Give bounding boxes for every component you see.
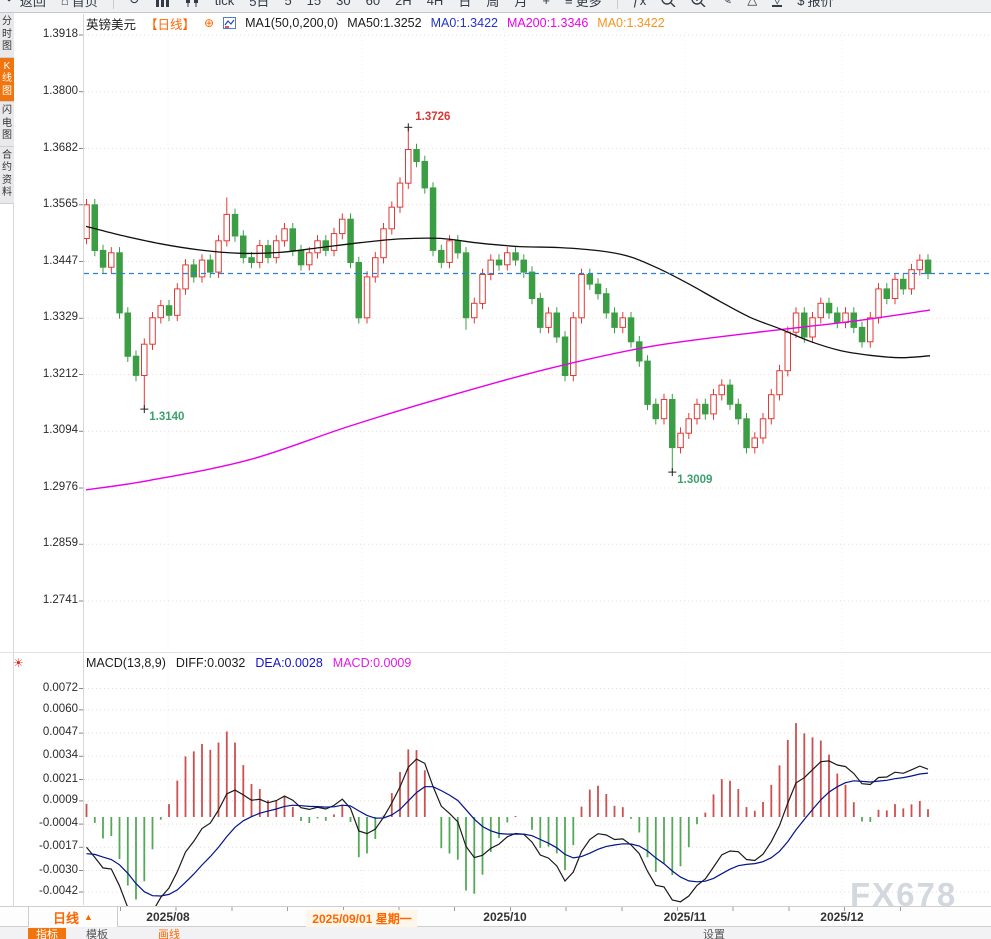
add-period-button[interactable]: + [542, 0, 550, 8]
macd-axis-label: 0.0072 [42, 681, 78, 694]
price-axis-label: 1.3094 [42, 424, 78, 437]
price-axis-label: 1.2859 [42, 537, 78, 550]
macd-axis-label: 0.0021 [42, 772, 78, 785]
home-button[interactable]: ⌂ 首页 [61, 0, 98, 10]
macd-axis-label: -0.0030 [38, 863, 78, 876]
pencil-icon: ✎ [721, 0, 732, 8]
period-5m-button[interactable]: 5 [284, 0, 292, 8]
price-axis-label: 1.3800 [42, 84, 78, 97]
macd-axis-label: 0.0047 [42, 726, 78, 739]
ma200-value: MA200:1.3346 [506, 16, 589, 30]
footer-tab-settings[interactable]: 设置 [703, 929, 725, 939]
macd-axis-label: -0.0042 [38, 885, 78, 897]
macd-axis-label: 0.0009 [42, 793, 78, 806]
period-selector-tab[interactable]: 日线 ▲ [28, 907, 118, 927]
period-tag[interactable]: 【日线】 [145, 17, 196, 32]
price-axis-label: 1.3918 [42, 28, 78, 40]
back-button[interactable]: ↶返回 [6, 0, 46, 10]
macd-title: MACD(13,8,9) [86, 656, 166, 670]
low-price-annotation: 1.3009 [677, 474, 713, 487]
price-axis-label: 1.2976 [42, 481, 78, 493]
rail-tab-time-chart[interactable]: 分时图 [0, 13, 14, 58]
rail-tab-contract-info[interactable]: 合约资料 [0, 146, 14, 204]
period-4h-button[interactable]: 4H [426, 0, 444, 8]
symbol-name: 英镑美元 [86, 17, 137, 32]
zoom-in-icon [691, 0, 706, 7]
tick-period-button[interactable]: tick [214, 0, 235, 8]
ma50-value: MA50:1.3252 [347, 16, 422, 30]
toolbar-separator [112, 0, 114, 9]
low-price-annotation: 1.3140 [149, 411, 185, 424]
bar-chart-type-button[interactable] [155, 0, 170, 7]
date-axis-row: 日线 ▲ 2025/08 2025/09/01 星期一 2025/10 2025/… [0, 906, 991, 927]
ma-indicator-icon [223, 17, 237, 29]
more-button[interactable]: ≡ 更多 [565, 0, 602, 10]
date-label: 2025/12 [820, 910, 864, 924]
period-60m-button[interactable]: 60 [365, 0, 381, 8]
macd-diff-value: DIFF:0.0032 [175, 656, 246, 670]
ma0-blue-value: MA0:1.3422 [430, 16, 498, 30]
footer-tab-template[interactable]: 模板 [86, 929, 108, 939]
macd-pane-header: MACD(13,8,9) DIFF:0.0032 DEA:0.0028 MACD… [86, 656, 411, 670]
zoom-in-button[interactable] [691, 0, 706, 7]
price-axis-label: 1.3682 [42, 141, 78, 154]
macd-axis-label: 0.0034 [42, 749, 78, 762]
indicator-fx-button[interactable]: ƒx [632, 0, 647, 8]
macd-bar-value: MACD:0.0009 [332, 656, 412, 670]
rail-tab-kline-chart[interactable]: K线图 [0, 57, 14, 102]
period-day-button[interactable]: 日 [458, 0, 472, 9]
date-label: 2025/10 [483, 910, 527, 924]
macd-axis-label: -0.0017 [38, 840, 78, 853]
period-month-button[interactable]: 月 [514, 0, 528, 9]
price-axis-label: 1.3212 [42, 367, 78, 380]
macd-dea-value: DEA:0.0028 [255, 656, 323, 670]
ma-settings-label: MA1(50,0,200,0) [245, 16, 339, 30]
period-settings-icon[interactable]: ⊕ [204, 16, 215, 30]
back-icon: ↶ [6, 0, 17, 8]
left-chart-type-rail: 分时图 K线图 闪电图 合约资料 [0, 13, 14, 907]
candlestick-chart-icon [185, 0, 198, 7]
zoom-out-icon [661, 0, 676, 7]
refresh-icon: ↻ [129, 0, 140, 8]
sell-marker-button[interactable]: ▽ [772, 0, 783, 7]
price-axis-label: 1.3565 [42, 197, 78, 210]
footer-tab-strip: 指标 模板 画线 设置 [0, 927, 991, 939]
home-icon: ⌂ [60, 0, 69, 8]
top-toolbar: ↶返回 ⌂首页 ↻ tick 5日 5 15 30 60 2H 4H 日 周 月… [0, 0, 991, 13]
price-axis-label: 1.3329 [42, 311, 78, 324]
period-5day-button[interactable]: 5日 [249, 0, 270, 9]
period-15m-button[interactable]: 15 [306, 0, 322, 8]
ma0-orange-value: MA0:1.3422 [597, 16, 665, 30]
draw-button[interactable]: ✎ [721, 0, 732, 8]
indicator-settings-icon[interactable]: ☀ [13, 656, 24, 670]
footer-tab-drawline[interactable]: 画线 [158, 929, 180, 939]
footer-tab-indicator[interactable]: 指标 [28, 928, 66, 939]
toolbar-separator [616, 0, 618, 9]
quote-button[interactable]: $ 报价 [797, 0, 833, 10]
macd-axis-label: 0.0060 [42, 702, 78, 715]
date-label: 2025/08 [146, 910, 190, 924]
more-icon: ≡ [564, 0, 573, 8]
buy-marker-button[interactable]: △ [747, 0, 757, 8]
refresh-button[interactable]: ↻ [129, 0, 140, 8]
chevron-up-icon: ▲ [84, 912, 93, 922]
price-axis-label: 1.3447 [42, 254, 78, 267]
rail-tab-lightning-chart[interactable]: 闪电图 [0, 102, 14, 147]
zoom-out-button[interactable] [661, 0, 676, 7]
price-pane-header: 英镑美元 【日线】 ⊕ MA1(50,0,200,0) MA50:1.3252 … [86, 15, 665, 32]
period-2h-button[interactable]: 2H [395, 0, 412, 8]
high-price-annotation: 1.3726 [415, 111, 451, 124]
period-30m-button[interactable]: 30 [336, 0, 351, 8]
price-axis-label: 1.2741 [42, 594, 78, 606]
macd-axis-label: -0.0004 [38, 817, 78, 830]
date-label: 2025/11 [663, 910, 707, 924]
period-week-button[interactable]: 周 [486, 0, 500, 9]
candlestick-type-button[interactable] [185, 0, 200, 7]
date-label-highlight: 2025/09/01 星期一 [306, 910, 418, 927]
dollar-icon: $ [797, 0, 805, 8]
bar-chart-icon [155, 0, 169, 7]
date-axis-ticks [120, 907, 935, 911]
